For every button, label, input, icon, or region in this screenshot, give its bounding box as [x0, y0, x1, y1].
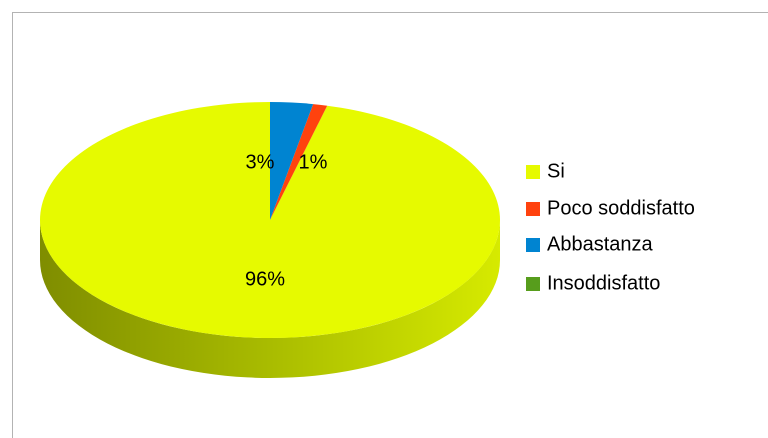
data-label: 96%: [245, 268, 285, 290]
legend-swatch: [526, 202, 540, 216]
legend-swatch: [526, 238, 540, 252]
legend-swatch: [526, 277, 540, 291]
pie-slice: [270, 102, 314, 220]
data-label: 3%: [246, 151, 275, 173]
legend-label: Abbastanza: [547, 233, 654, 255]
pie-side: [40, 220, 500, 378]
legend-label: Poco soddisfatto: [547, 197, 695, 219]
legend-swatch: [526, 165, 540, 179]
pie-slice: [270, 104, 328, 220]
data-label: 1%: [299, 151, 328, 173]
legend-label: Insoddisfatto: [547, 272, 660, 294]
legend-label: Si: [547, 160, 565, 182]
